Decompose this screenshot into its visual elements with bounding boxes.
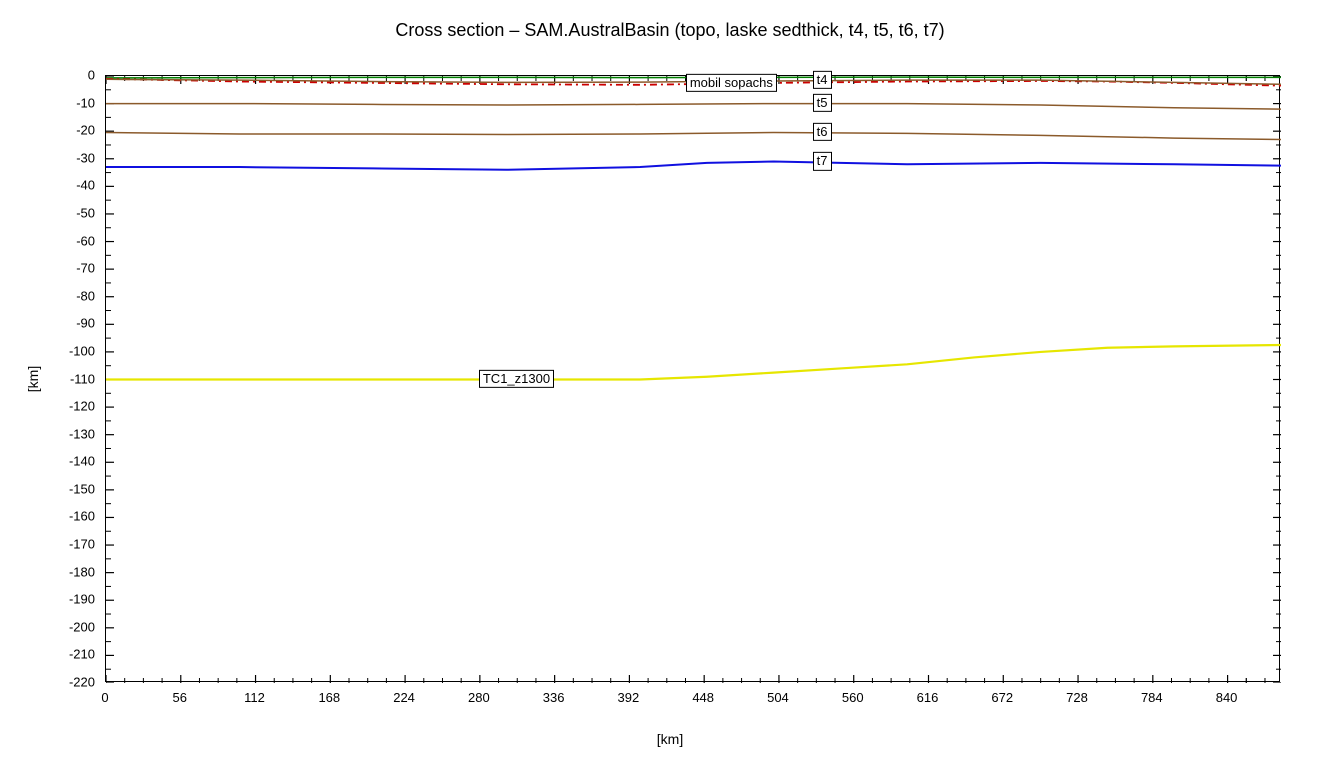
series-label-t7: t7 bbox=[813, 152, 832, 170]
ytick-label: -200 bbox=[45, 619, 95, 634]
xtick-label: 504 bbox=[758, 690, 798, 705]
series-t7 bbox=[106, 162, 1281, 170]
ytick-label: -190 bbox=[45, 592, 95, 607]
ytick-label: -50 bbox=[45, 205, 95, 220]
ytick-label: -40 bbox=[45, 178, 95, 193]
x-axis-label: [km] bbox=[0, 731, 1340, 747]
ytick-label: -20 bbox=[45, 123, 95, 138]
ytick-label: -10 bbox=[45, 95, 95, 110]
ytick-label: -30 bbox=[45, 150, 95, 165]
series-TC1_z1300 bbox=[106, 345, 1281, 379]
ytick-label: -70 bbox=[45, 261, 95, 276]
series-label-t4: t4 bbox=[813, 71, 832, 89]
plot-svg bbox=[106, 76, 1281, 683]
ytick-label: -220 bbox=[45, 675, 95, 690]
xtick-label: 112 bbox=[235, 690, 275, 705]
xtick-label: 224 bbox=[384, 690, 424, 705]
xtick-label: 0 bbox=[85, 690, 125, 705]
xtick-label: 56 bbox=[160, 690, 200, 705]
ytick-label: -110 bbox=[45, 371, 95, 386]
xtick-label: 728 bbox=[1057, 690, 1097, 705]
ytick-label: 0 bbox=[45, 68, 95, 83]
series-label-TC1_z1300: TC1_z1300 bbox=[479, 369, 554, 387]
ytick-label: -60 bbox=[45, 233, 95, 248]
xtick-label: 560 bbox=[833, 690, 873, 705]
ytick-label: -150 bbox=[45, 481, 95, 496]
xtick-label: 280 bbox=[459, 690, 499, 705]
xtick-label: 392 bbox=[608, 690, 648, 705]
xtick-label: 448 bbox=[683, 690, 723, 705]
series-label-mobil_sopachs: mobil sopachs bbox=[686, 74, 777, 92]
ytick-label: -120 bbox=[45, 399, 95, 414]
chart-title: Cross section – SAM.AustralBasin (topo, … bbox=[0, 20, 1340, 41]
series-t6 bbox=[106, 133, 1281, 140]
ytick-label: -170 bbox=[45, 537, 95, 552]
series-label-t6: t6 bbox=[813, 123, 832, 141]
xtick-label: 672 bbox=[982, 690, 1022, 705]
ytick-label: -210 bbox=[45, 647, 95, 662]
ytick-label: -140 bbox=[45, 454, 95, 469]
y-axis-label: [km] bbox=[25, 365, 41, 391]
xtick-label: 840 bbox=[1207, 690, 1247, 705]
ytick-label: -160 bbox=[45, 509, 95, 524]
xtick-label: 168 bbox=[309, 690, 349, 705]
xtick-label: 784 bbox=[1132, 690, 1172, 705]
series-label-t5: t5 bbox=[813, 93, 832, 111]
xtick-label: 336 bbox=[534, 690, 574, 705]
ytick-label: -180 bbox=[45, 564, 95, 579]
series-t5 bbox=[106, 104, 1281, 110]
ytick-label: -100 bbox=[45, 343, 95, 358]
xtick-label: 616 bbox=[908, 690, 948, 705]
plot-area bbox=[105, 75, 1280, 682]
ytick-label: -130 bbox=[45, 426, 95, 441]
chart-container: Cross section – SAM.AustralBasin (topo, … bbox=[0, 0, 1340, 757]
ytick-label: -90 bbox=[45, 316, 95, 331]
ytick-label: -80 bbox=[45, 288, 95, 303]
